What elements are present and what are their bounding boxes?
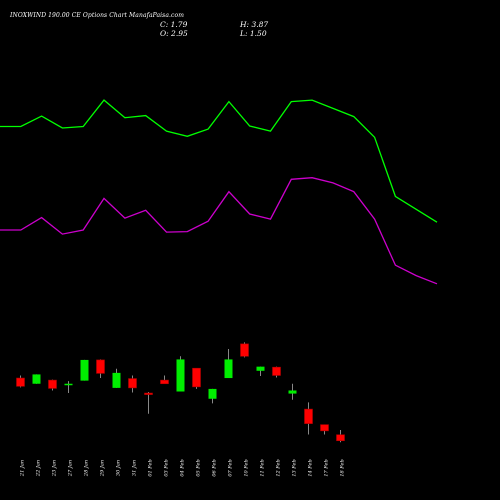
candle-body xyxy=(176,359,185,392)
candle xyxy=(320,424,329,435)
x-tick-label: 31 Jan xyxy=(132,460,138,476)
low-value: L: 1.50 xyxy=(240,29,267,38)
x-tick-label: 03 Feb xyxy=(164,459,170,476)
candle-body xyxy=(112,372,121,388)
indicator-lines xyxy=(0,99,438,285)
candle-body xyxy=(64,383,73,386)
candle xyxy=(96,359,105,379)
x-axis-labels: 21 Jan 22 Jan 23 Jan 27 Jan 28 Jan 29 Jan 30 J… xyxy=(20,459,346,477)
candle xyxy=(128,375,137,393)
candle-body xyxy=(80,359,89,381)
candle xyxy=(272,366,281,378)
x-tick-label: 10 Feb xyxy=(244,459,250,476)
candle xyxy=(176,356,185,392)
candle xyxy=(160,375,169,385)
candle-body xyxy=(160,379,169,385)
high-value: H: 3.87 xyxy=(240,20,269,29)
candle-body xyxy=(192,367,201,388)
x-tick-label: 23 Jan xyxy=(52,460,58,477)
candle xyxy=(224,349,233,379)
x-tick-label: 13 Feb xyxy=(292,459,298,476)
candle xyxy=(336,429,345,443)
candle-body xyxy=(224,359,233,379)
candle xyxy=(64,381,73,394)
x-tick-label: 01 Feb xyxy=(148,459,154,476)
x-tick-label: 28 Jan xyxy=(84,460,90,477)
candle-body xyxy=(208,388,217,399)
x-tick-label: 11 Feb xyxy=(260,459,266,476)
candle xyxy=(48,379,57,391)
lower-indicator-line xyxy=(0,177,438,285)
candle-body xyxy=(32,374,41,384)
candle xyxy=(240,342,249,358)
candle xyxy=(304,402,313,435)
candle xyxy=(112,368,121,388)
x-tick-label: 05 Feb xyxy=(196,459,202,476)
candle-body xyxy=(272,366,281,376)
chart-title: INOXWIND 190.00 CE Options Chart ManafaP… xyxy=(10,12,185,19)
candle xyxy=(192,367,201,389)
candle xyxy=(288,383,297,400)
candle-body xyxy=(96,359,105,374)
x-tick-label: 22 Jan xyxy=(36,460,42,477)
candles xyxy=(16,342,345,443)
x-tick-label: 27 Jan xyxy=(68,460,74,477)
candle-body xyxy=(288,390,297,394)
x-tick-label: 06 Feb xyxy=(212,459,218,476)
x-tick-label: 21 Jan xyxy=(20,460,26,477)
x-tick-label: 29 Jan xyxy=(100,460,106,477)
candle-body xyxy=(128,378,137,389)
candle xyxy=(80,359,89,381)
candle xyxy=(208,388,217,404)
candle-body xyxy=(304,408,313,424)
upper-indicator-line xyxy=(0,99,438,223)
candle-body xyxy=(144,392,153,395)
candle-body xyxy=(240,343,249,357)
candle xyxy=(144,392,153,414)
x-tick-label: 07 Feb xyxy=(228,459,234,476)
candle-body xyxy=(320,424,329,432)
candle-body xyxy=(48,379,57,389)
candle xyxy=(256,366,265,376)
candle xyxy=(16,375,25,388)
close-value: C: 1.79 xyxy=(160,20,188,29)
x-tick-label: 12 Feb xyxy=(276,459,282,476)
candle-body xyxy=(256,366,265,371)
candle-body xyxy=(336,434,345,442)
x-tick-label: 14 Feb xyxy=(308,459,314,476)
x-tick-label: 04 Feb xyxy=(180,459,186,476)
candle xyxy=(32,374,41,384)
candle-body xyxy=(16,377,25,387)
x-tick-label: 17 Feb xyxy=(324,459,330,476)
x-tick-label: 18 Feb xyxy=(340,459,346,476)
x-tick-label: 30 Jan xyxy=(116,460,122,476)
open-value: O: 2.95 xyxy=(160,29,188,38)
